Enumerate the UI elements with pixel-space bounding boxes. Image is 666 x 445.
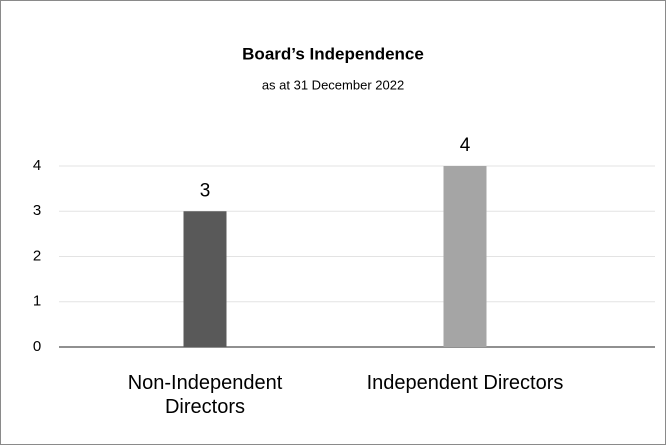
bar <box>183 211 227 347</box>
y-tick-label: 2 <box>33 247 41 264</box>
x-tick-label: Non-Independent Directors <box>127 372 283 418</box>
value-label: 3 <box>200 180 211 201</box>
y-tick-label: 3 <box>33 202 41 219</box>
chart-subtitle: as at 31 December 2022 <box>262 77 404 92</box>
y-tick-label: 0 <box>33 338 41 355</box>
value-label: 4 <box>460 135 471 156</box>
y-tick-label: 1 <box>33 293 41 310</box>
bar <box>443 166 487 347</box>
y-tick-label: 4 <box>33 157 41 174</box>
chart-title: Board’s Independence <box>242 44 424 63</box>
x-tick-label: Independent Directors <box>366 372 564 394</box>
